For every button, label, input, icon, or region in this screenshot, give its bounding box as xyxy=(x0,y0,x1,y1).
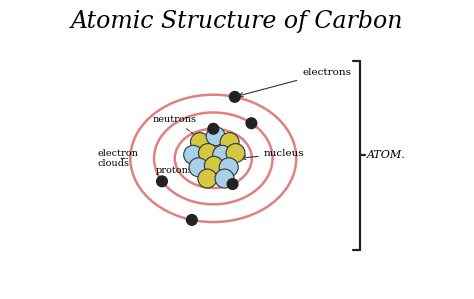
Text: Atomic Structure of Carbon: Atomic Structure of Carbon xyxy=(71,10,403,33)
Circle shape xyxy=(215,169,234,188)
Circle shape xyxy=(186,215,197,225)
Circle shape xyxy=(157,176,167,187)
Circle shape xyxy=(246,118,257,129)
Circle shape xyxy=(219,158,238,177)
Circle shape xyxy=(184,145,203,164)
Text: neutrons: neutrons xyxy=(153,115,208,145)
Circle shape xyxy=(229,91,240,102)
Circle shape xyxy=(206,127,225,146)
Circle shape xyxy=(227,179,238,189)
Text: protons: protons xyxy=(155,166,213,175)
Text: ATOM.: ATOM. xyxy=(367,150,406,161)
Circle shape xyxy=(213,145,232,164)
Circle shape xyxy=(199,144,218,163)
Circle shape xyxy=(208,123,219,134)
Circle shape xyxy=(226,144,245,163)
Text: electron
clouds: electron clouds xyxy=(98,149,139,168)
Text: electrons: electrons xyxy=(238,68,351,97)
Circle shape xyxy=(204,156,223,175)
Circle shape xyxy=(198,169,217,188)
Text: nucleus: nucleus xyxy=(242,150,304,160)
Circle shape xyxy=(191,133,210,152)
Circle shape xyxy=(189,158,208,177)
Circle shape xyxy=(220,133,239,152)
